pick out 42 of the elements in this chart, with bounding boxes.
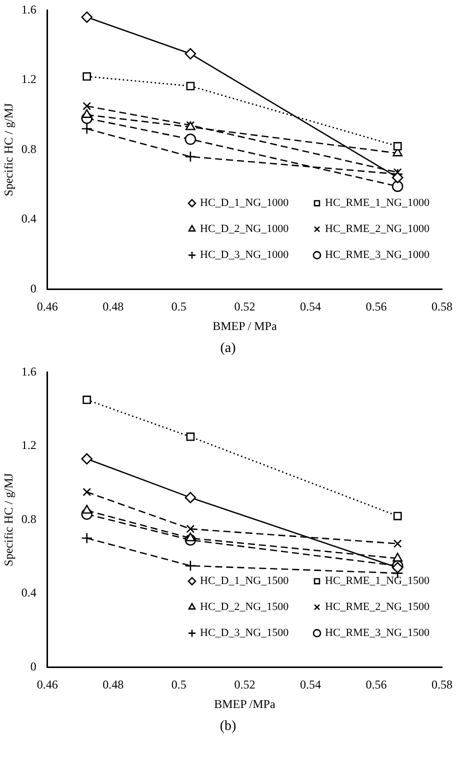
y-axis-title: Specific HC / g/MJ <box>1 102 16 196</box>
x-tick-label: 0.58 <box>432 678 452 692</box>
legend-label: HC_RME_3_NG_1000 <box>325 249 430 262</box>
text: (a) <box>219 340 237 358</box>
x-tick-label: 0.46 <box>36 678 58 692</box>
x-axis-title: BMEP / MPa <box>212 318 278 333</box>
x-tick-label: 0.56 <box>366 300 387 314</box>
y-tick-label: 0.8 <box>21 142 36 156</box>
x-tick-label: 0.54 <box>300 300 321 314</box>
y-tick-label: 0.4 <box>21 212 36 226</box>
y-tick-label: 0.4 <box>21 586 36 600</box>
legend-label: HC_D_3_NG_1500 <box>200 627 290 640</box>
x-tick-label: 0.52 <box>234 300 256 314</box>
x-tick-label: 0.48 <box>102 300 124 314</box>
legend-label: HC_D_1_NG_1500 <box>200 575 290 588</box>
legend-label: HC_RME_3_NG_1500 <box>325 627 430 640</box>
x-tick-label: 0.46 <box>36 300 58 314</box>
y-tick-label: 0 <box>30 281 36 296</box>
legend-label: HC_RME_2_NG_1000 <box>325 223 430 236</box>
legend-label: HC_D_2_NG_1500 <box>200 601 290 614</box>
legend-label: HC_RME_1_NG_1500 <box>325 575 430 588</box>
legend-label: HC_RME_1_NG_1000 <box>325 197 430 210</box>
x-tick-label: 0.58 <box>432 300 452 314</box>
x-tick-label: 0.52 <box>234 678 256 692</box>
text: (b) <box>218 718 238 736</box>
x-tick-label: 0.56 <box>366 678 387 692</box>
y-axis-title: Specific HC / g/MJ <box>1 472 16 566</box>
x-tick-label: 0.5 <box>171 300 186 314</box>
x-tick-label: 0.48 <box>102 678 124 692</box>
x-tick-label: 0.54 <box>300 678 321 692</box>
x-tick-label: 0.5 <box>171 678 186 692</box>
legend-label: HC_D_1_NG_1000 <box>200 197 290 210</box>
legend-label: HC_D_3_NG_1000 <box>200 249 290 262</box>
y-tick-label: 1.6 <box>21 2 36 16</box>
y-tick-label: 1.6 <box>21 364 36 378</box>
y-tick-label: 0.8 <box>21 512 36 526</box>
x-axis-title: BMEP /MPa <box>214 696 276 711</box>
y-tick-label: 0 <box>30 659 36 674</box>
legend-label: HC_RME_2_NG_1500 <box>325 601 430 614</box>
legend-label: HC_D_2_NG_1000 <box>200 223 290 236</box>
y-tick-label: 1.2 <box>21 72 36 86</box>
y-tick-label: 1.2 <box>21 438 36 452</box>
